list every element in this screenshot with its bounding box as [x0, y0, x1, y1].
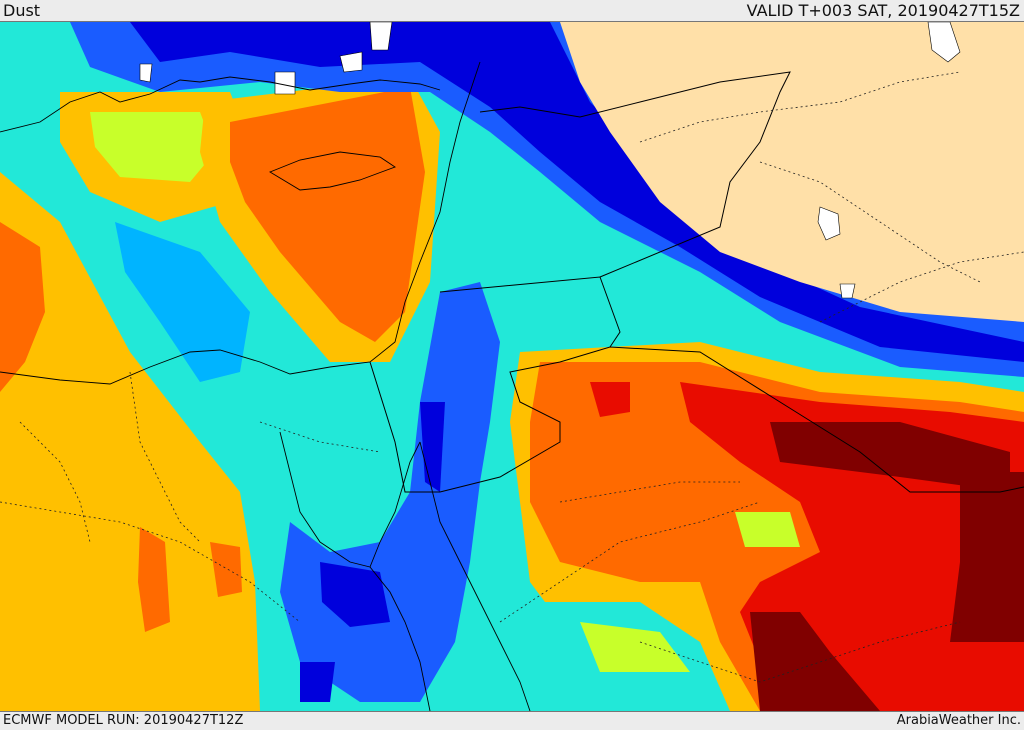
footer-bar: ECMWF MODEL RUN: 20190427T12Z ArabiaWeat… — [0, 711, 1024, 730]
map-title: Dust — [3, 1, 41, 20]
coastlines — [0, 61, 531, 711]
model-run-label: ECMWF MODEL RUN: 20190427T12Z — [3, 713, 244, 728]
valid-time-label: VALID T+003 SAT, 20190427T15Z — [746, 1, 1020, 20]
dust-field-layers — [0, 22, 1024, 711]
no-data-land — [560, 22, 1024, 322]
inland-water — [139, 22, 961, 299]
admin-boundaries — [0, 71, 1024, 683]
credit-label: ArabiaWeather Inc. — [896, 713, 1021, 728]
dust-forecast-map[interactable] — [0, 22, 1024, 711]
country-borders — [369, 71, 1024, 493]
map-canvas — [0, 22, 1024, 711]
title-bar: Dust VALID T+003 SAT, 20190427T15Z — [0, 0, 1024, 22]
